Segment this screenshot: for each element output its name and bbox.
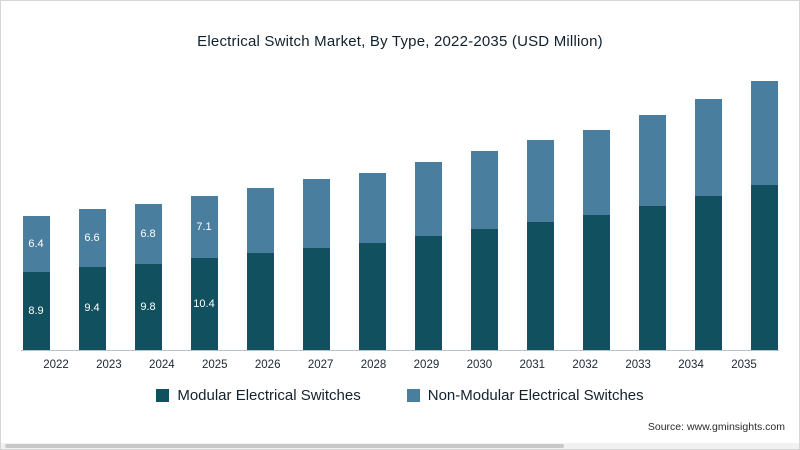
x-axis-label: 2026	[254, 359, 281, 371]
x-axis: 2022 2023 2024 2025 2026 2027 2028 2029 2030 2031…	[21, 351, 779, 371]
legend-item-non-modular: Non-Modular Electrical Switches	[406, 387, 644, 404]
bar-segment-modular	[470, 229, 498, 350]
legend-label-non-modular: Non-Modular Electrical Switches	[427, 387, 644, 404]
bar-column	[245, 188, 275, 350]
x-axis-label: 2023	[96, 359, 122, 371]
bar-segment-non-modular	[638, 115, 666, 206]
bar-value-label: 9.4	[84, 302, 100, 314]
bar-column	[357, 173, 387, 350]
source-text: Source: www.gminsights.com	[647, 421, 785, 433]
bar-column: 7.1 10.4	[189, 196, 219, 350]
legend-label-modular: Modular Electrical Switches	[177, 387, 361, 404]
x-axis-label: 2028	[360, 359, 387, 371]
bar-segment-non-modular	[750, 81, 778, 185]
bar-segment-modular: 10.4	[190, 258, 218, 350]
bar-segment-modular	[358, 243, 386, 350]
bar-value-label: 7.1	[196, 220, 212, 233]
x-axis-label: 2035	[731, 359, 757, 371]
x-axis-label: 2032	[572, 359, 599, 371]
bars-row: 6.4 8.9 6.6 9.4 6.8 9.8 7.1 10.4	[21, 72, 779, 351]
x-axis-label: 2031	[519, 359, 546, 371]
chart-title: Electrical Switch Market, By Type, 2022-…	[197, 33, 603, 50]
bar-column	[749, 81, 779, 350]
x-axis-label: 2030	[466, 359, 493, 371]
bar-segment-modular: 8.9	[22, 272, 50, 350]
bar-column	[525, 140, 555, 350]
bar-segment-non-modular	[358, 173, 386, 243]
bar-column	[469, 151, 499, 350]
bar-value-label: 8.9	[28, 304, 44, 317]
bar-column	[581, 130, 611, 350]
bar-value-label: 6.6	[84, 231, 100, 244]
x-axis-label: 2022	[43, 359, 69, 371]
x-axis-label: 2025	[201, 359, 228, 371]
bar-segment-non-modular	[470, 151, 498, 229]
bar-column	[693, 99, 723, 350]
bar-segment-modular	[414, 236, 442, 350]
bar-segment-non-modular	[414, 162, 442, 236]
x-axis-label: 2033	[625, 359, 651, 371]
bar-segment-modular	[526, 222, 554, 350]
bar-segment-modular	[246, 253, 274, 350]
bar-segment-non-modular	[246, 188, 274, 253]
scrollbar-thumb[interactable]	[5, 444, 564, 448]
bar-segment-non-modular	[302, 179, 330, 248]
bar-segment-modular	[582, 215, 610, 350]
bar-segment-modular: 9.8	[134, 264, 162, 350]
bar-column: 6.6 9.4	[77, 209, 107, 350]
bar-segment-non-modular: 6.4	[22, 216, 50, 272]
x-axis-label: 2029	[413, 359, 440, 371]
bar-column	[413, 162, 443, 350]
bar-segment-non-modular	[526, 140, 554, 222]
bar-value-label: 6.4	[28, 237, 44, 250]
bar-segment-modular	[694, 196, 722, 350]
legend-item-modular: Modular Electrical Switches	[156, 387, 361, 404]
bar-column	[301, 179, 331, 350]
bar-segment-modular: 9.4	[78, 267, 106, 350]
bar-value-label: 6.8	[140, 227, 156, 240]
legend: Modular Electrical Switches Non-Modular …	[1, 387, 799, 404]
bar-value-label: 9.8	[140, 300, 156, 313]
legend-swatch-modular	[156, 389, 170, 402]
horizontal-scrollbar[interactable]	[1, 443, 799, 449]
legend-swatch-non-modular	[406, 389, 420, 402]
bar-segment-modular	[750, 185, 778, 350]
bar-segment-non-modular	[582, 130, 610, 215]
stacked-bar-chart: 6.4 8.9 6.6 9.4 6.8 9.8 7.1 10.4 2022 2023 2024 20…	[1, 72, 799, 371]
x-axis-label: 2024	[149, 359, 175, 371]
bar-segment-non-modular: 7.1	[190, 196, 218, 258]
bar-segment-non-modular	[694, 99, 722, 196]
bar-segment-non-modular: 6.6	[78, 209, 106, 267]
x-axis-label: 2034	[678, 359, 704, 371]
bar-column: 6.8 9.8	[133, 204, 163, 350]
bar-column: 6.4 8.9	[21, 216, 51, 350]
bar-column	[637, 115, 667, 350]
bar-segment-non-modular: 6.8	[134, 204, 162, 264]
bar-value-label: 10.4	[193, 297, 215, 310]
bar-segment-modular	[638, 206, 666, 350]
bar-segment-modular	[302, 248, 330, 350]
x-axis-label: 2027	[307, 359, 334, 371]
